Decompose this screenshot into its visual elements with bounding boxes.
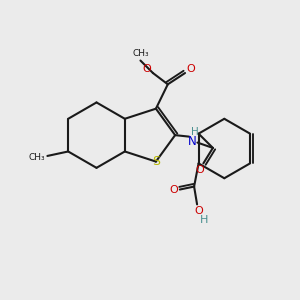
Text: N: N <box>188 135 197 148</box>
Text: S: S <box>152 155 160 168</box>
Text: CH₃: CH₃ <box>132 50 149 58</box>
Text: O: O <box>187 64 195 74</box>
Text: CH₃: CH₃ <box>29 153 45 162</box>
Text: O: O <box>169 184 178 194</box>
Text: O: O <box>194 206 203 216</box>
Text: O: O <box>142 64 152 74</box>
Text: H: H <box>190 127 198 137</box>
Text: O: O <box>195 165 204 175</box>
Text: H: H <box>200 215 209 225</box>
